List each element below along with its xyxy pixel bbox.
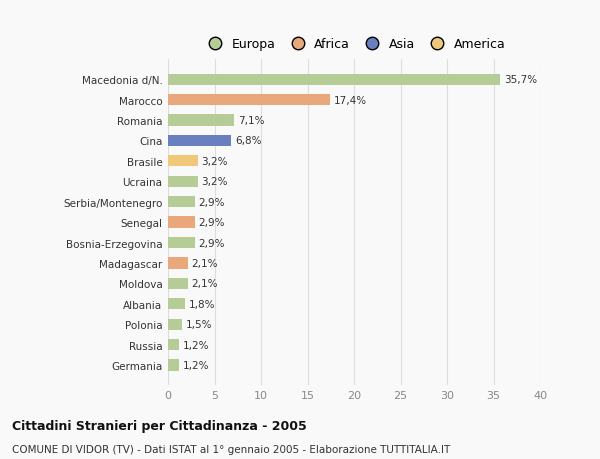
Text: 1,8%: 1,8% bbox=[188, 299, 215, 309]
Text: 2,9%: 2,9% bbox=[199, 238, 225, 248]
Text: 7,1%: 7,1% bbox=[238, 116, 264, 126]
Bar bbox=[168, 196, 195, 208]
Bar bbox=[168, 217, 195, 228]
Text: 1,2%: 1,2% bbox=[183, 340, 209, 350]
Text: 2,1%: 2,1% bbox=[191, 258, 218, 269]
Bar bbox=[168, 237, 195, 249]
Bar bbox=[168, 339, 179, 350]
Bar bbox=[168, 319, 182, 330]
Bar bbox=[168, 359, 179, 371]
Text: 3,2%: 3,2% bbox=[202, 177, 228, 187]
Bar bbox=[168, 74, 500, 86]
Bar bbox=[168, 135, 231, 147]
Bar bbox=[168, 176, 198, 187]
Text: 3,2%: 3,2% bbox=[202, 157, 228, 167]
Text: 6,8%: 6,8% bbox=[235, 136, 262, 146]
Bar bbox=[168, 258, 188, 269]
Bar bbox=[168, 298, 185, 310]
Text: 17,4%: 17,4% bbox=[334, 95, 367, 106]
Text: 1,5%: 1,5% bbox=[185, 319, 212, 330]
Text: COMUNE DI VIDOR (TV) - Dati ISTAT al 1° gennaio 2005 - Elaborazione TUTTITALIA.I: COMUNE DI VIDOR (TV) - Dati ISTAT al 1° … bbox=[12, 444, 450, 454]
Bar bbox=[168, 95, 330, 106]
Text: Cittadini Stranieri per Cittadinanza - 2005: Cittadini Stranieri per Cittadinanza - 2… bbox=[12, 419, 307, 432]
Text: 2,1%: 2,1% bbox=[191, 279, 218, 289]
Bar bbox=[168, 115, 234, 126]
Text: 1,2%: 1,2% bbox=[183, 360, 209, 370]
Text: 35,7%: 35,7% bbox=[504, 75, 537, 85]
Bar bbox=[168, 278, 188, 289]
Text: 2,9%: 2,9% bbox=[199, 218, 225, 228]
Text: 2,9%: 2,9% bbox=[199, 197, 225, 207]
Legend: Europa, Africa, Asia, America: Europa, Africa, Asia, America bbox=[197, 34, 511, 56]
Bar bbox=[168, 156, 198, 167]
